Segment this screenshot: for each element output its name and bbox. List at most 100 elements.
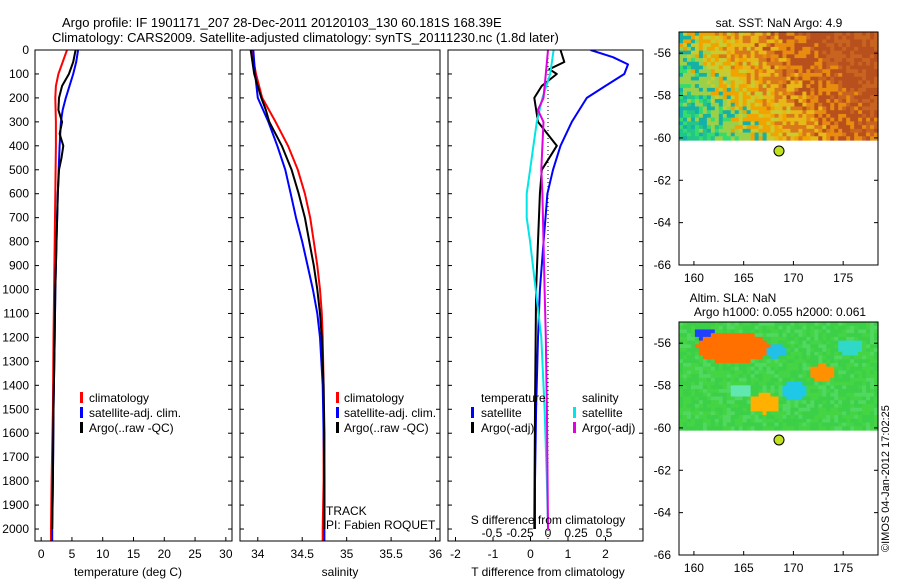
heatmap-cell <box>830 426 835 431</box>
heatmap-cell <box>682 325 688 331</box>
heatmap-cell <box>758 344 764 349</box>
heatmap-cell <box>774 125 780 130</box>
heatmap-cell <box>766 400 772 405</box>
heatmap-cell <box>818 344 823 349</box>
heatmap-cell <box>830 336 835 342</box>
heatmap-cell <box>802 61 807 67</box>
heatmap-cell <box>850 407 855 413</box>
heatmap-cell <box>702 106 708 111</box>
heatmap-cell <box>706 58 712 63</box>
heatmap-cell <box>822 426 827 431</box>
heatmap-cell <box>818 396 823 401</box>
heatmap-cell <box>738 50 744 55</box>
heatmap-cell <box>690 117 696 123</box>
heatmap-cell <box>718 39 724 44</box>
heatmap-cell <box>822 403 827 409</box>
heatmap-cell <box>814 329 819 334</box>
heatmap-cell <box>854 389 859 394</box>
heatmap-cell <box>846 340 851 345</box>
heatmap-cell <box>798 102 803 108</box>
heatmap-cell <box>774 102 780 108</box>
heatmap-cell <box>690 396 696 401</box>
heatmap-cell <box>802 43 807 48</box>
heatmap-cell <box>746 72 752 78</box>
heatmap-cell <box>846 61 851 67</box>
heatmap-cell <box>734 80 740 85</box>
heatmap-cell <box>690 58 696 63</box>
heatmap-cell <box>794 377 799 383</box>
heatmap-cell <box>874 355 879 360</box>
argo-raw-qc-line <box>51 50 77 530</box>
heatmap-cell <box>726 418 732 424</box>
heatmap-cell <box>706 377 712 383</box>
heatmap-cell <box>734 392 740 398</box>
heatmap-cell <box>790 351 796 357</box>
heatmap-cell <box>706 336 712 342</box>
heatmap-cell <box>714 344 720 349</box>
x2tick-label: 0 <box>545 526 552 540</box>
heatmap-cell <box>690 359 696 364</box>
heatmap-cell <box>798 80 803 85</box>
heatmap-cell <box>690 418 696 424</box>
heatmap-cell <box>694 110 700 115</box>
heatmap-cell <box>726 39 732 44</box>
heatmap-cell <box>746 136 752 141</box>
heatmap-cell <box>694 359 700 364</box>
heatmap-cell <box>874 403 879 409</box>
heatmap-cell <box>690 362 696 368</box>
heatmap-cell <box>686 54 692 59</box>
heatmap-cell <box>758 392 764 398</box>
heatmap-cell <box>858 355 863 360</box>
heatmap-cell <box>870 322 875 327</box>
heatmap-cell <box>794 128 799 134</box>
heatmap-cell <box>762 39 768 44</box>
heatmap-cell <box>842 35 847 41</box>
heatmap-cell <box>690 340 696 345</box>
heatmap-cell <box>742 54 748 59</box>
heatmap-cell <box>810 58 815 63</box>
heatmap-cell <box>866 32 871 37</box>
heatmap-cell <box>686 340 692 345</box>
heatmap-cell <box>870 366 875 372</box>
heatmap-cell <box>682 65 688 70</box>
heatmap-cell <box>718 46 724 52</box>
heatmap-cell <box>722 411 728 416</box>
heatmap-cell <box>770 333 776 338</box>
heatmap-cell <box>762 336 768 342</box>
heatmap-cell <box>838 377 843 383</box>
heatmap-cell <box>774 340 780 345</box>
heatmap-cell <box>686 325 692 331</box>
heatmap-cell <box>794 340 799 345</box>
heatmap-cell <box>710 415 716 420</box>
heatmap-cell <box>834 132 839 137</box>
heatmap-cell <box>830 136 835 141</box>
temperature-panel: 0100200300400500600700800900100011001200… <box>2 43 233 579</box>
heatmap-cell <box>698 392 704 398</box>
heatmap-cell <box>826 65 831 70</box>
heatmap-cell <box>742 403 748 409</box>
heatmap-cell <box>806 102 811 108</box>
heatmap-cell <box>782 102 788 108</box>
heatmap-cell <box>818 113 823 119</box>
heatmap-cell <box>874 128 879 134</box>
heatmap-cell <box>778 128 784 134</box>
heatmap-cell <box>714 80 720 85</box>
heatmap-cell <box>679 65 684 70</box>
heatmap-cell <box>850 381 855 386</box>
heatmap-cell <box>734 359 740 364</box>
heatmap-cell <box>850 87 855 93</box>
heatmap-cell <box>814 411 819 416</box>
heatmap-cell <box>790 400 796 405</box>
heatmap-cell <box>842 121 847 126</box>
heatmap-cell <box>846 351 851 357</box>
heatmap-cell <box>679 351 684 357</box>
heatmap-cell <box>798 32 803 37</box>
heatmap-cell <box>794 407 799 413</box>
heatmap-cell <box>746 351 752 357</box>
heatmap-cell <box>750 426 756 431</box>
heatmap-cell <box>790 95 796 100</box>
heatmap-cell <box>842 136 847 141</box>
heatmap-cell <box>698 362 704 368</box>
heatmap-cell <box>814 99 819 104</box>
heatmap-cell <box>710 110 716 115</box>
